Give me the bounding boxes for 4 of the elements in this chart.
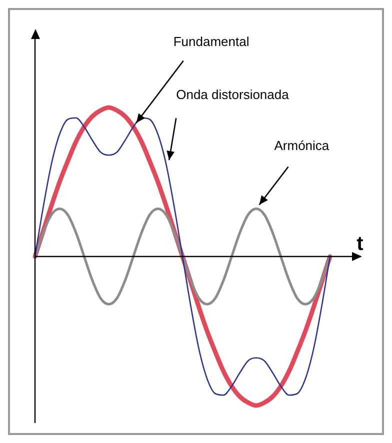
x-axis-title: t (356, 233, 364, 256)
text: Onda distorsionada (176, 87, 290, 102)
text: Armónica (274, 138, 330, 153)
text: Fundamental (173, 34, 250, 49)
